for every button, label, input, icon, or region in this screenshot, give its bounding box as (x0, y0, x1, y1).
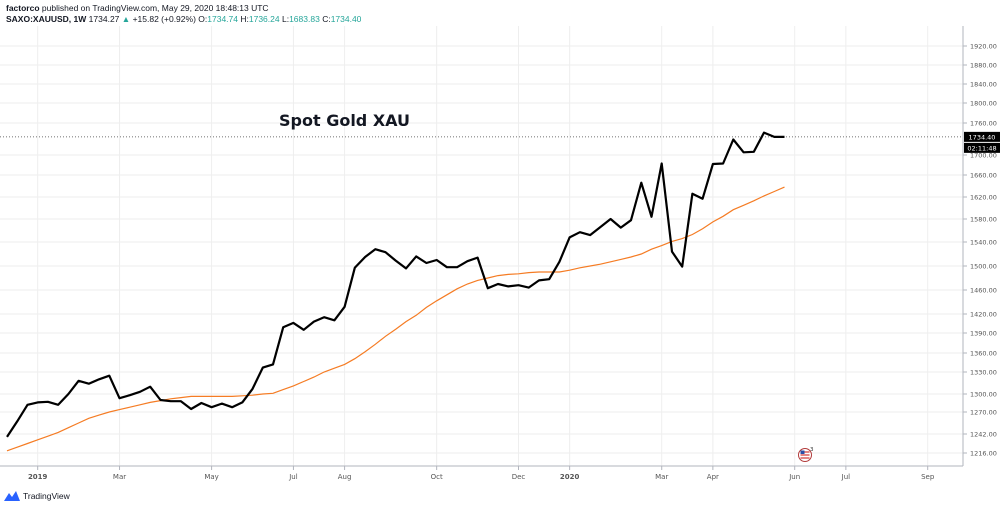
y-tick-label: 1216.00 (970, 450, 997, 458)
y-tick-label: 1700.00 (970, 152, 997, 160)
high-value: 1736.24 (248, 14, 280, 24)
x-tick-label: Aug (338, 473, 352, 481)
publisher-info: published on TradingView.com, May 29, 20… (41, 3, 269, 13)
x-tick-label: Mar (113, 473, 126, 481)
last-price-badge-label: 1734.40 (969, 133, 996, 141)
y-tick-label: 1800.00 (970, 100, 997, 108)
countdown-badge (964, 142, 1000, 153)
y-tick-label: 1500.00 (970, 263, 997, 271)
last-price: 1734.27 (88, 14, 120, 24)
tradingview-logo[interactable]: TradingView (4, 490, 70, 502)
close-value: 1734.40 (330, 14, 362, 24)
close-label: C: (322, 14, 331, 24)
x-tick-label: Dec (512, 473, 526, 481)
symbol-line: SAXO:XAUUSD, 1W 1734.27 ▲ +15.82 (+0.92%… (6, 14, 361, 24)
y-tick-label: 1920.00 (970, 43, 997, 51)
y-tick-label: 1460.00 (970, 287, 997, 295)
y-tick-label: 1620.00 (970, 194, 997, 202)
y-tick-label: 1540.00 (970, 239, 997, 247)
tradingview-brand-name: TradingView (23, 491, 70, 501)
time-axis: 2019 Mar May Jul Aug Oct Dec 2020 Mar Apr Jun Jul Se… (28, 466, 935, 481)
x-tick-label: Mar (655, 473, 668, 481)
symbol-name[interactable]: SAXO:XAUUSD, 1W (6, 14, 87, 24)
y-tick-label: 1420.00 (970, 311, 997, 319)
y-tick-label: 1270.00 (970, 409, 997, 417)
chart-grid (0, 26, 963, 466)
up-arrow-icon: ▲ (121, 14, 131, 24)
countdown-badge-label: 02:11:48 (967, 144, 996, 152)
x-tick-label: 2019 (28, 473, 48, 481)
x-tick-label: Apr (707, 473, 719, 481)
x-tick-label: Oct (431, 473, 443, 481)
y-tick-label: 1242.00 (970, 431, 997, 439)
x-tick-label: Jun (788, 473, 800, 481)
y-tick-label: 1390.00 (970, 330, 997, 338)
last-price-badge (964, 131, 1000, 142)
low-value: 1683.83 (289, 14, 320, 24)
publisher-name: factorco (6, 3, 40, 13)
x-tick-label: May (204, 473, 218, 481)
price-series-line (6, 131, 785, 438)
price-change: +15.82 (+0.92%) (132, 14, 196, 24)
price-axis: 1216.00 1242.00 1270.00 1300.00 1330.00 1360.… (963, 43, 997, 458)
open-value: 1734.74 (207, 14, 238, 24)
tradingview-logo-icon (4, 491, 20, 501)
y-tick-label: 1300.00 (970, 391, 997, 399)
price-badges: 1734.40 02:11:48 (964, 131, 1000, 153)
x-tick-label: Jul (841, 473, 851, 481)
high-label: H: (240, 14, 249, 24)
y-tick-label: 1580.00 (970, 216, 997, 224)
ma-series-line (6, 186, 785, 452)
y-tick-label: 1360.00 (970, 350, 997, 358)
y-tick-label: 1330.00 (970, 369, 997, 377)
y-tick-label: 1760.00 (970, 120, 997, 128)
y-tick-label: 1880.00 (970, 62, 997, 70)
chart-title: Spot Gold XAU (279, 111, 410, 130)
low-label: L: (281, 14, 290, 24)
y-tick-label: 1660.00 (970, 172, 997, 180)
x-tick-label: 2020 (560, 473, 580, 481)
x-tick-label: Jul (288, 473, 298, 481)
y-tick-label: 1840.00 (970, 81, 997, 89)
x-tick-label: Sep (921, 473, 935, 481)
svg-text:3: 3 (810, 447, 814, 453)
publisher-line: factorco published on TradingView.com, M… (6, 3, 269, 13)
open-label: O: (198, 14, 208, 24)
earnings-flag-icon[interactable]: 3 (798, 447, 815, 462)
